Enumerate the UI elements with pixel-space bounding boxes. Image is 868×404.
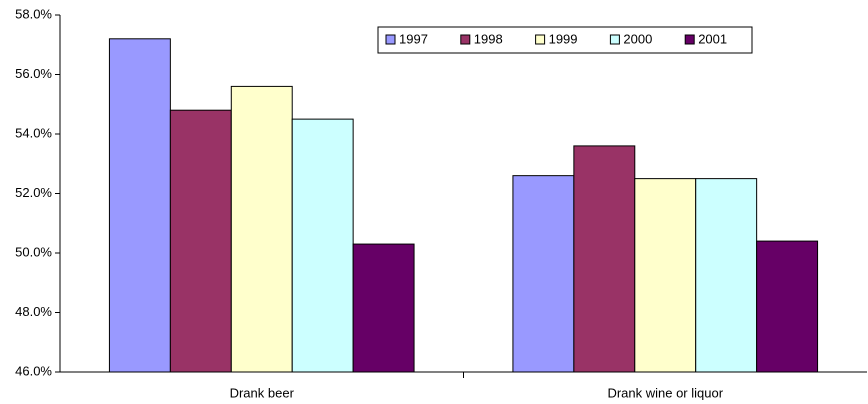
bar xyxy=(352,243,415,373)
bar xyxy=(512,175,575,373)
legend-label: 1998 xyxy=(474,31,503,46)
legend-swatch xyxy=(684,34,695,45)
y-tick-label: 52.0% xyxy=(15,185,52,200)
bar xyxy=(230,85,293,373)
y-tick-label: 46.0% xyxy=(15,363,52,378)
y-tick-label: 56.0% xyxy=(15,66,52,81)
x-tick-label: Drank wine or liquor xyxy=(607,385,723,400)
legend-label: 2001 xyxy=(698,31,727,46)
bar xyxy=(169,109,232,373)
legend-swatch xyxy=(609,34,620,45)
legend-swatch xyxy=(460,34,471,45)
x-tick-label: Drank beer xyxy=(230,385,295,400)
bar xyxy=(695,178,758,373)
y-tick-label: 48.0% xyxy=(15,304,52,319)
legend-swatch xyxy=(385,34,396,45)
legend-label: 1997 xyxy=(399,31,428,46)
bar xyxy=(634,178,697,373)
legend-swatch xyxy=(535,34,546,45)
legend-label: 1999 xyxy=(549,31,578,46)
bar xyxy=(108,38,171,373)
y-tick-label: 50.0% xyxy=(15,244,52,259)
bar xyxy=(291,118,354,373)
bar xyxy=(573,145,636,373)
y-tick-label: 58.0% xyxy=(15,6,52,21)
y-tick-label: 54.0% xyxy=(15,125,52,140)
legend-label: 2000 xyxy=(623,31,652,46)
bar xyxy=(756,240,819,373)
